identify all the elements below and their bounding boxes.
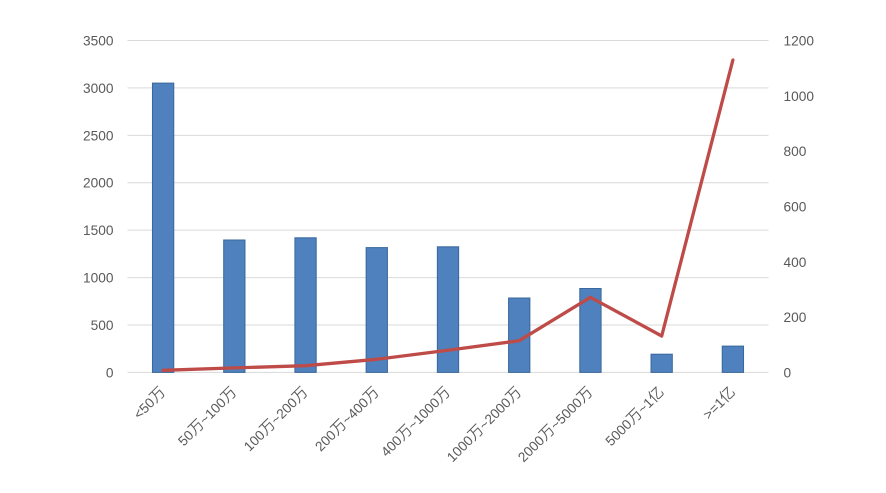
svg-text:2500: 2500 [83,128,114,143]
svg-text:3000: 3000 [83,81,114,96]
svg-text:500: 500 [91,318,114,333]
svg-text:2000: 2000 [83,176,114,191]
svg-text:1000: 1000 [784,89,815,104]
svg-text:200: 200 [784,310,807,325]
svg-text:1500: 1500 [83,223,114,238]
svg-text:800: 800 [784,144,807,159]
svg-text:1000: 1000 [83,271,114,286]
svg-text:0: 0 [106,365,114,380]
svg-text:600: 600 [784,199,807,214]
svg-text:400: 400 [784,255,807,270]
svg-text:1200: 1200 [784,34,815,49]
svg-text:0: 0 [784,365,792,380]
svg-text:3500: 3500 [83,34,114,49]
